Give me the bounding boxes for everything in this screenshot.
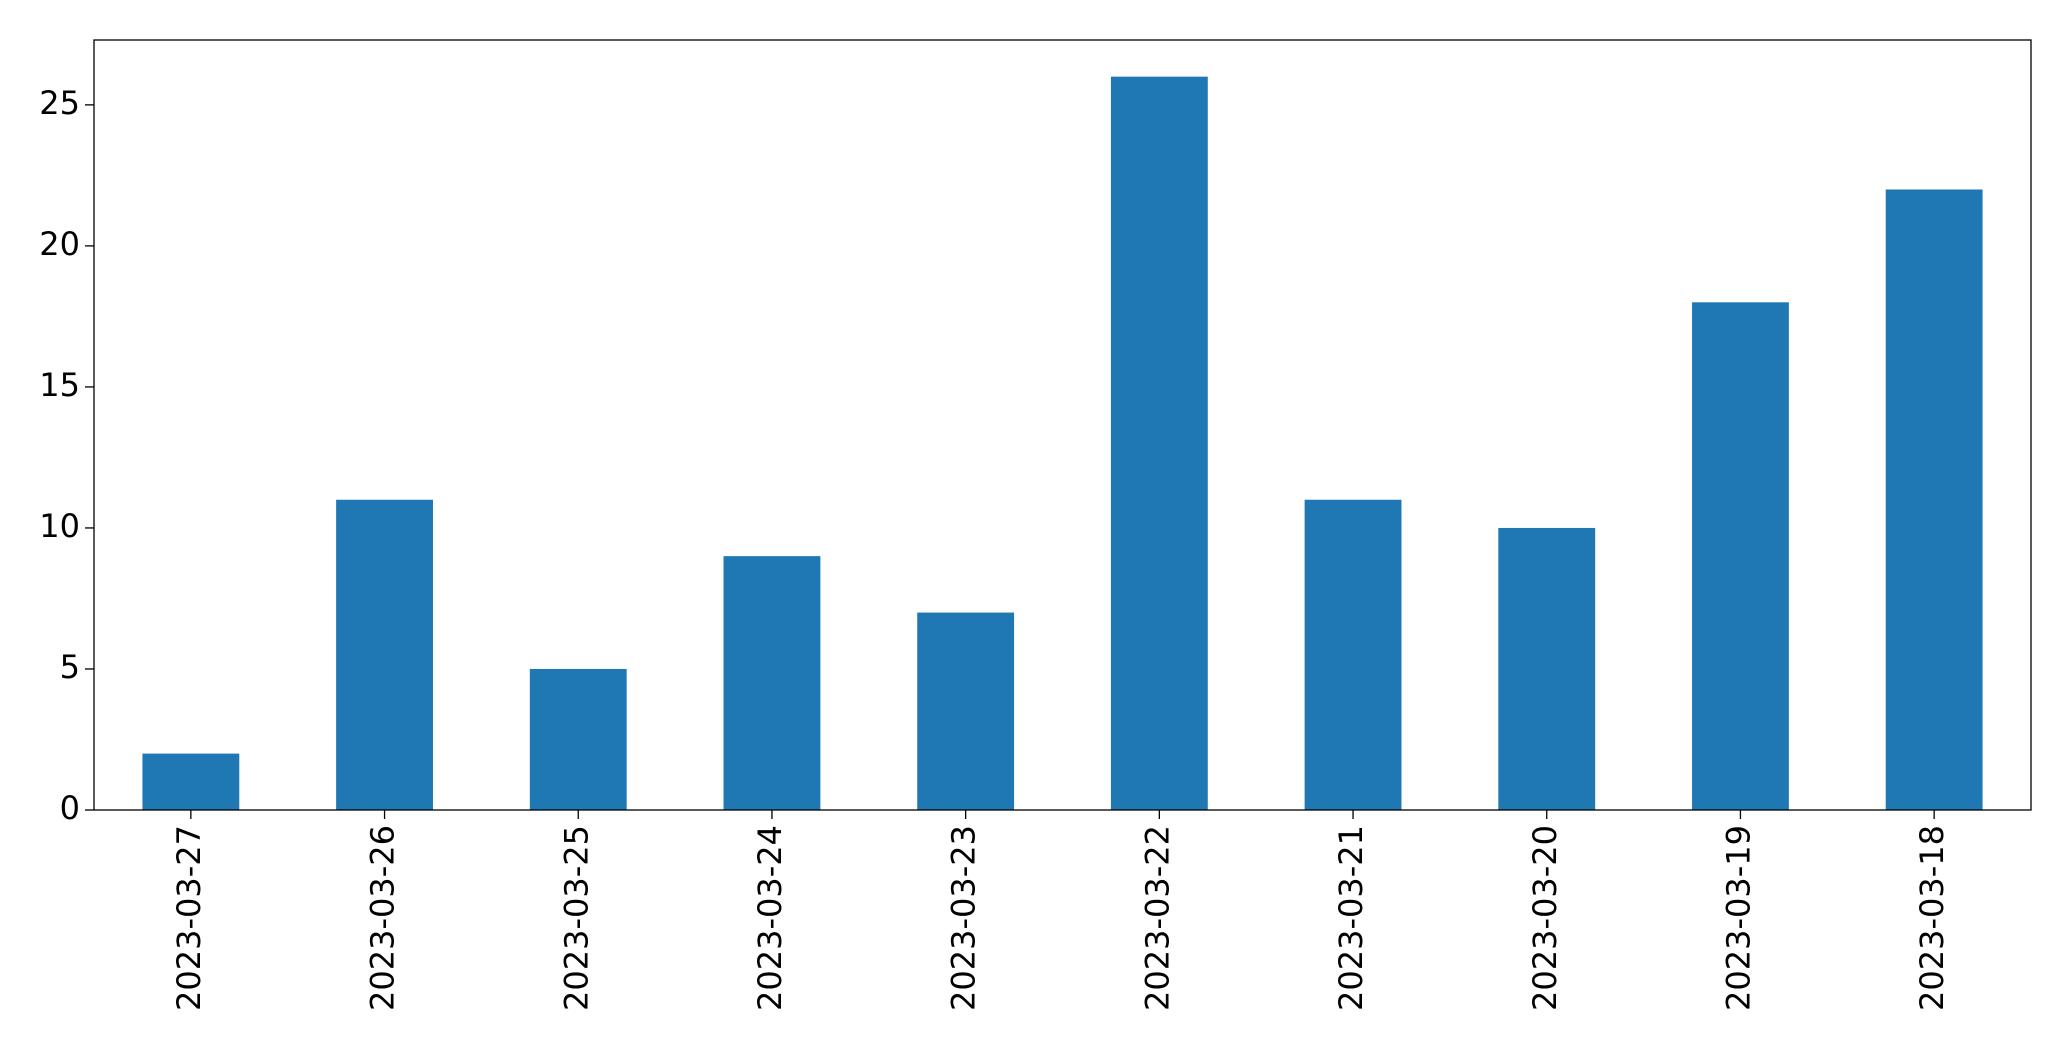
bar xyxy=(723,556,821,810)
x-tick-label: 2023-03-18 xyxy=(1913,825,1951,1011)
bar xyxy=(1498,527,1596,810)
x-tick-label: 2023-03-24 xyxy=(751,825,789,1011)
bar xyxy=(917,612,1015,810)
bar xyxy=(1304,499,1402,810)
x-tick-label: 2023-03-19 xyxy=(1719,825,1757,1011)
bar xyxy=(142,753,240,810)
y-tick-label: 25 xyxy=(39,84,80,122)
x-tick-label: 2023-03-21 xyxy=(1332,825,1370,1011)
bar xyxy=(1885,189,1983,810)
bar xyxy=(529,668,627,810)
bar xyxy=(1110,76,1208,810)
y-tick-label: 20 xyxy=(39,225,80,263)
x-tick-label: 2023-03-26 xyxy=(364,825,402,1011)
x-tick-label: 2023-03-20 xyxy=(1526,825,1564,1011)
x-tick-label: 2023-03-27 xyxy=(170,825,208,1011)
x-tick-label: 2023-03-25 xyxy=(557,825,595,1011)
y-tick-label: 5 xyxy=(60,648,80,686)
bar xyxy=(1692,302,1789,810)
y-tick-label: 10 xyxy=(39,507,80,545)
y-tick-label: 0 xyxy=(60,789,80,827)
plot-frame xyxy=(93,39,2032,811)
y-tick-label: 15 xyxy=(39,366,80,404)
x-tick-label: 2023-03-22 xyxy=(1138,825,1176,1011)
bar xyxy=(336,499,433,810)
x-tick-label: 2023-03-23 xyxy=(945,825,983,1011)
